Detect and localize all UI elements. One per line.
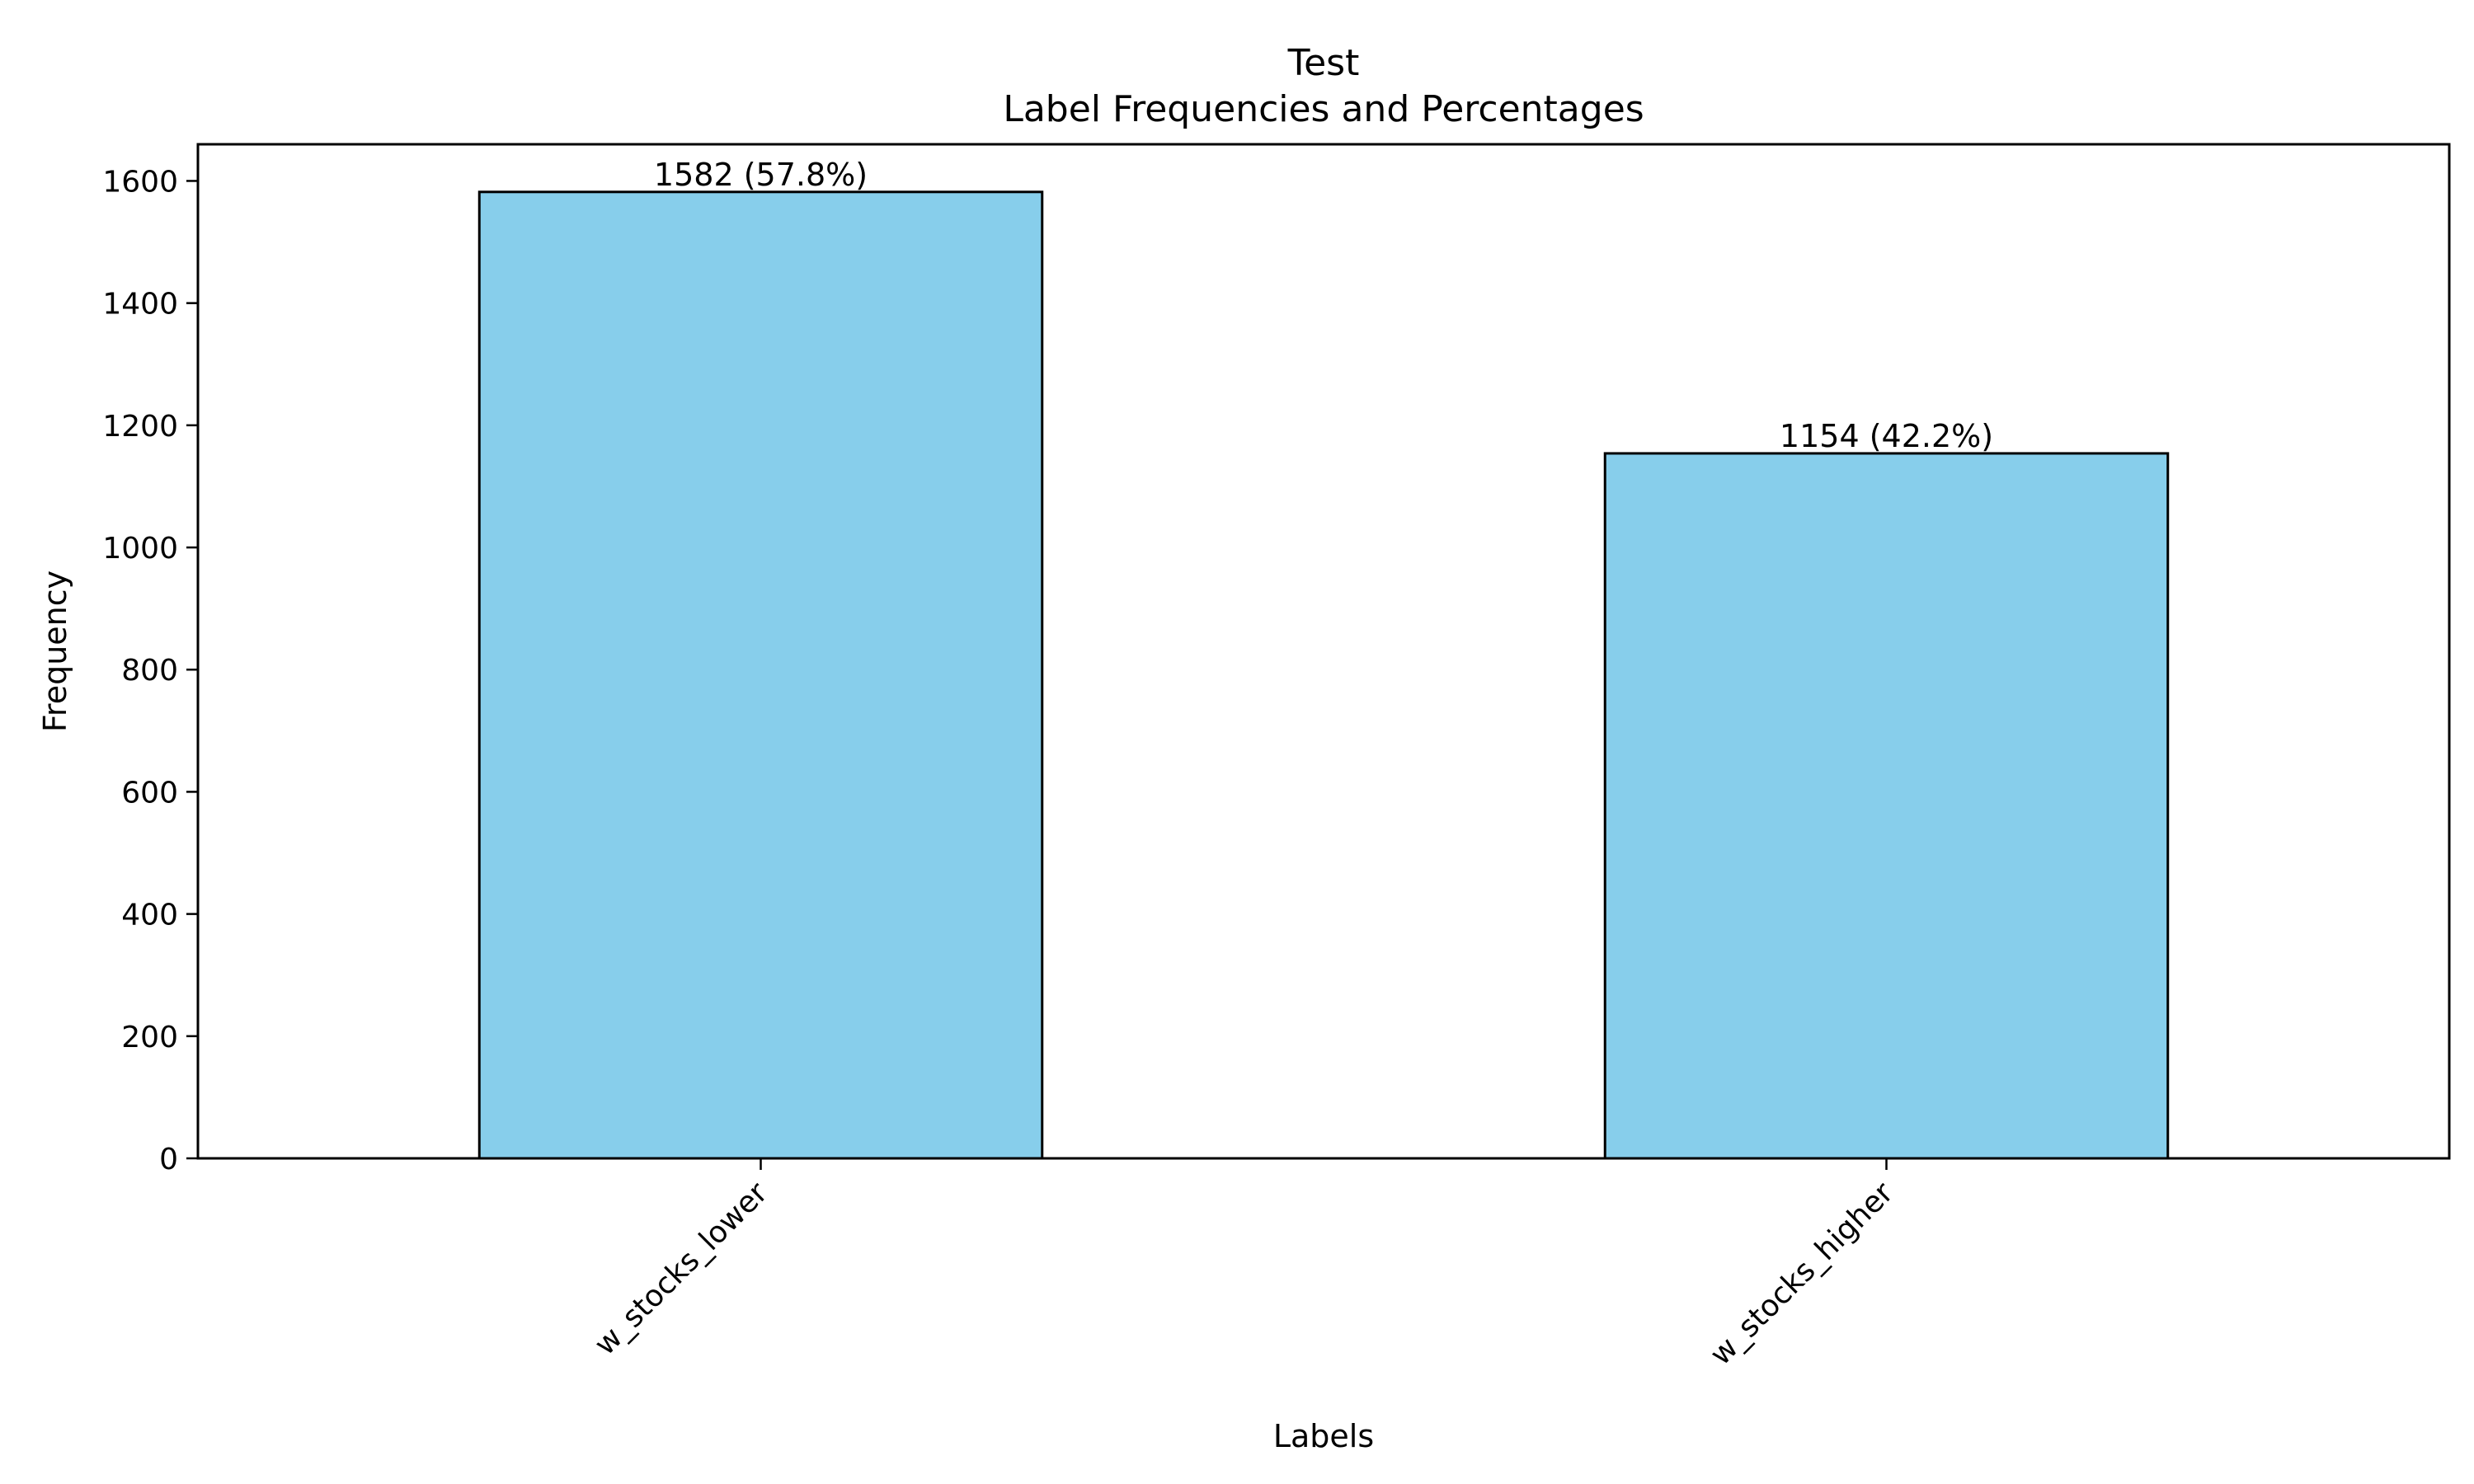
x-tick-label-w_stocks_lower: w_stocks_lower (588, 1176, 774, 1362)
y-tick-label-1000: 1000 (102, 532, 178, 566)
y-tick-label-200: 200 (121, 1021, 178, 1054)
y-tick-label-1600: 1600 (102, 165, 178, 199)
y-tick-label-800: 800 (121, 654, 178, 688)
bars-layer (477, 190, 2170, 1160)
data-label-w_stocks_higher: 1154 (42.2%) (1780, 418, 1993, 454)
bar-w_stocks_higher (1603, 452, 2170, 1160)
y-tick-label-600: 600 (121, 776, 178, 810)
data-labels-layer: 1582 (57.8%) 1154 (42.2%) (654, 157, 1993, 454)
plot-frame (196, 143, 2451, 1160)
chart-title: Test (1287, 42, 1360, 84)
y-tick-label-0: 0 (159, 1143, 178, 1176)
y-tick-label-1200: 1200 (102, 410, 178, 444)
y-tick-label-400: 400 (121, 899, 178, 932)
y-axis-label: Frequency (37, 571, 73, 732)
x-tick-label-w_stocks_higher: w_stocks_higher (1704, 1176, 1900, 1372)
x-axis-label: Labels (1273, 1418, 1374, 1454)
data-label-w_stocks_lower: 1582 (57.8%) (654, 157, 868, 193)
y-tick-label-1400: 1400 (102, 288, 178, 322)
y-axis-ticks: 0 200 400 600 800 1000 1200 1400 1600 (102, 165, 198, 1176)
bar-w_stocks_lower (477, 190, 1044, 1160)
x-axis-ticks: w_stocks_lower w_stocks_higher (588, 1158, 1900, 1372)
chart-subtitle: Label Frequencies and Percentages (1003, 88, 1644, 130)
